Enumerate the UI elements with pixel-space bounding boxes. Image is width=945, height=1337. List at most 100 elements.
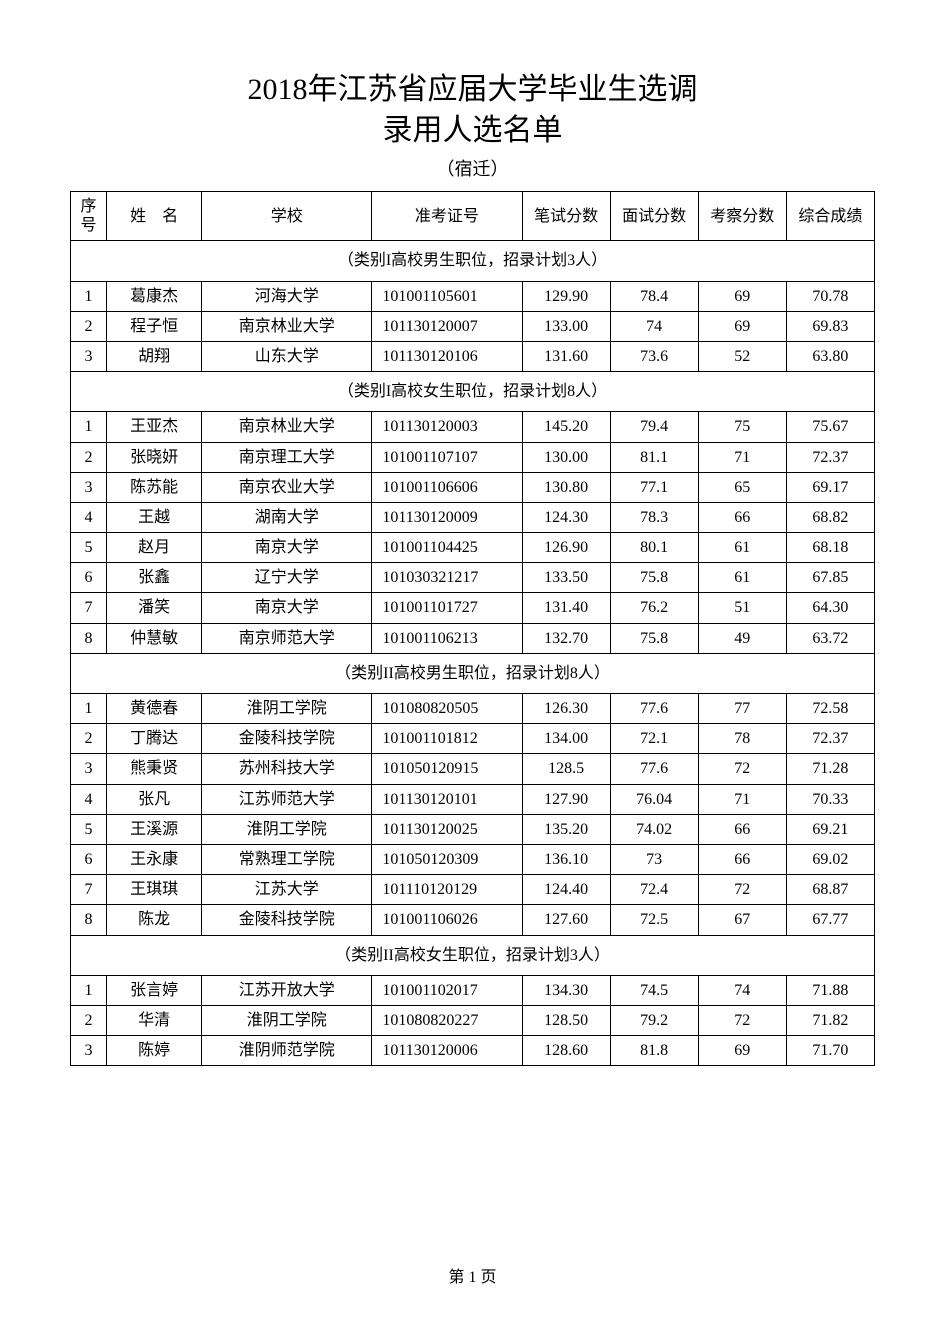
- cell-review: 61: [698, 563, 786, 593]
- cell-exam: 101001101812: [372, 724, 522, 754]
- cell-school: 南京林业大学: [202, 412, 372, 442]
- cell-exam: 101001107107: [372, 442, 522, 472]
- cell-interview: 75.8: [610, 563, 698, 593]
- col-header-exam: 准考证号: [372, 192, 522, 241]
- cell-interview: 78.3: [610, 502, 698, 532]
- table-row: 6张鑫辽宁大学101030321217133.5075.86167.85: [71, 563, 875, 593]
- cell-name: 张言婷: [107, 975, 202, 1005]
- cell-exam: 101030321217: [372, 563, 522, 593]
- cell-review: 51: [698, 593, 786, 623]
- cell-seq: 8: [71, 623, 107, 653]
- cell-name: 熊秉贤: [107, 754, 202, 784]
- cell-review: 74: [698, 975, 786, 1005]
- cell-total: 71.82: [786, 1005, 874, 1035]
- cell-seq: 3: [71, 472, 107, 502]
- cell-seq: 2: [71, 442, 107, 472]
- cell-school: 江苏师范大学: [202, 784, 372, 814]
- cell-seq: 1: [71, 694, 107, 724]
- cell-written: 128.60: [522, 1036, 610, 1066]
- cell-interview: 74.5: [610, 975, 698, 1005]
- table-row: 1张言婷江苏开放大学101001102017134.3074.57471.88: [71, 975, 875, 1005]
- cell-exam: 101130120025: [372, 814, 522, 844]
- cell-name: 张鑫: [107, 563, 202, 593]
- cell-written: 127.90: [522, 784, 610, 814]
- page-footer: 第 1 页: [0, 1263, 945, 1287]
- cell-interview: 77.6: [610, 694, 698, 724]
- cell-review: 52: [698, 341, 786, 371]
- cell-review: 67: [698, 905, 786, 935]
- cell-written: 132.70: [522, 623, 610, 653]
- table-header-row: 序号 姓 名 学校 准考证号 笔试分数 面试分数 考察分数 综合成绩: [71, 192, 875, 241]
- cell-name: 陈婷: [107, 1036, 202, 1066]
- cell-exam: 101001101727: [372, 593, 522, 623]
- cell-written: 126.30: [522, 694, 610, 724]
- title-line-2: 录用人选名单: [383, 114, 563, 147]
- table-row: 3陈婷淮阴师范学院101130120006128.6081.86971.70: [71, 1036, 875, 1066]
- cell-interview: 76.04: [610, 784, 698, 814]
- cell-school: 南京农业大学: [202, 472, 372, 502]
- table-row: 1葛康杰河海大学101001105601129.9078.46970.78: [71, 281, 875, 311]
- cell-exam: 101001106213: [372, 623, 522, 653]
- cell-exam: 101130120003: [372, 412, 522, 442]
- cell-total: 68.87: [786, 875, 874, 905]
- table-row: 4张凡江苏师范大学101130120101127.9076.047170.33: [71, 784, 875, 814]
- cell-total: 69.21: [786, 814, 874, 844]
- cell-exam: 101130120006: [372, 1036, 522, 1066]
- cell-written: 126.90: [522, 533, 610, 563]
- cell-name: 张晓妍: [107, 442, 202, 472]
- cell-interview: 76.2: [610, 593, 698, 623]
- table-row: 2程子恒南京林业大学101130120007133.00746969.83: [71, 311, 875, 341]
- table-row: 2华清淮阴工学院101080820227128.5079.27271.82: [71, 1005, 875, 1035]
- table-group-row: （类别I高校女生职位，招录计划8人）: [71, 372, 875, 412]
- cell-school: 淮阴工学院: [202, 694, 372, 724]
- cell-seq: 6: [71, 844, 107, 874]
- table-row: 3胡翔山东大学101130120106131.6073.65263.80: [71, 341, 875, 371]
- cell-school: 金陵科技学院: [202, 724, 372, 754]
- cell-interview: 81.8: [610, 1036, 698, 1066]
- cell-interview: 75.8: [610, 623, 698, 653]
- cell-written: 128.5: [522, 754, 610, 784]
- cell-total: 70.78: [786, 281, 874, 311]
- cell-name: 胡翔: [107, 341, 202, 371]
- cell-seq: 1: [71, 412, 107, 442]
- cell-name: 丁腾达: [107, 724, 202, 754]
- table-row: 4王越湖南大学101130120009124.3078.36668.82: [71, 502, 875, 532]
- cell-seq: 3: [71, 1036, 107, 1066]
- cell-review: 72: [698, 875, 786, 905]
- cell-seq: 2: [71, 724, 107, 754]
- col-header-interview: 面试分数: [610, 192, 698, 241]
- cell-written: 131.40: [522, 593, 610, 623]
- table-row: 8仲慧敏南京师范大学101001106213132.7075.84963.72: [71, 623, 875, 653]
- cell-written: 133.00: [522, 311, 610, 341]
- candidate-table: 序号 姓 名 学校 准考证号 笔试分数 面试分数 考察分数 综合成绩 （类别I高…: [70, 191, 875, 1066]
- cell-written: 133.50: [522, 563, 610, 593]
- cell-written: 130.00: [522, 442, 610, 472]
- cell-interview: 81.1: [610, 442, 698, 472]
- col-header-total: 综合成绩: [786, 192, 874, 241]
- cell-school: 南京理工大学: [202, 442, 372, 472]
- cell-name: 王溪源: [107, 814, 202, 844]
- cell-seq: 2: [71, 311, 107, 341]
- cell-school: 南京师范大学: [202, 623, 372, 653]
- cell-exam: 101130120101: [372, 784, 522, 814]
- cell-seq: 4: [71, 784, 107, 814]
- cell-school: 金陵科技学院: [202, 905, 372, 935]
- table-row: 6王永康常熟理工学院101050120309136.10736669.02: [71, 844, 875, 874]
- cell-interview: 79.4: [610, 412, 698, 442]
- cell-interview: 77.1: [610, 472, 698, 502]
- cell-review: 77: [698, 694, 786, 724]
- col-header-written: 笔试分数: [522, 192, 610, 241]
- cell-total: 63.72: [786, 623, 874, 653]
- cell-exam: 101130120106: [372, 341, 522, 371]
- cell-written: 129.90: [522, 281, 610, 311]
- table-row: 5赵月南京大学101001104425126.9080.16168.18: [71, 533, 875, 563]
- cell-seq: 5: [71, 533, 107, 563]
- cell-school: 淮阴工学院: [202, 1005, 372, 1035]
- cell-seq: 8: [71, 905, 107, 935]
- cell-seq: 3: [71, 341, 107, 371]
- cell-name: 赵月: [107, 533, 202, 563]
- cell-name: 王永康: [107, 844, 202, 874]
- table-row: 7潘笑南京大学101001101727131.4076.25164.30: [71, 593, 875, 623]
- table-row: 3陈苏能南京农业大学101001106606130.8077.16569.17: [71, 472, 875, 502]
- cell-review: 71: [698, 442, 786, 472]
